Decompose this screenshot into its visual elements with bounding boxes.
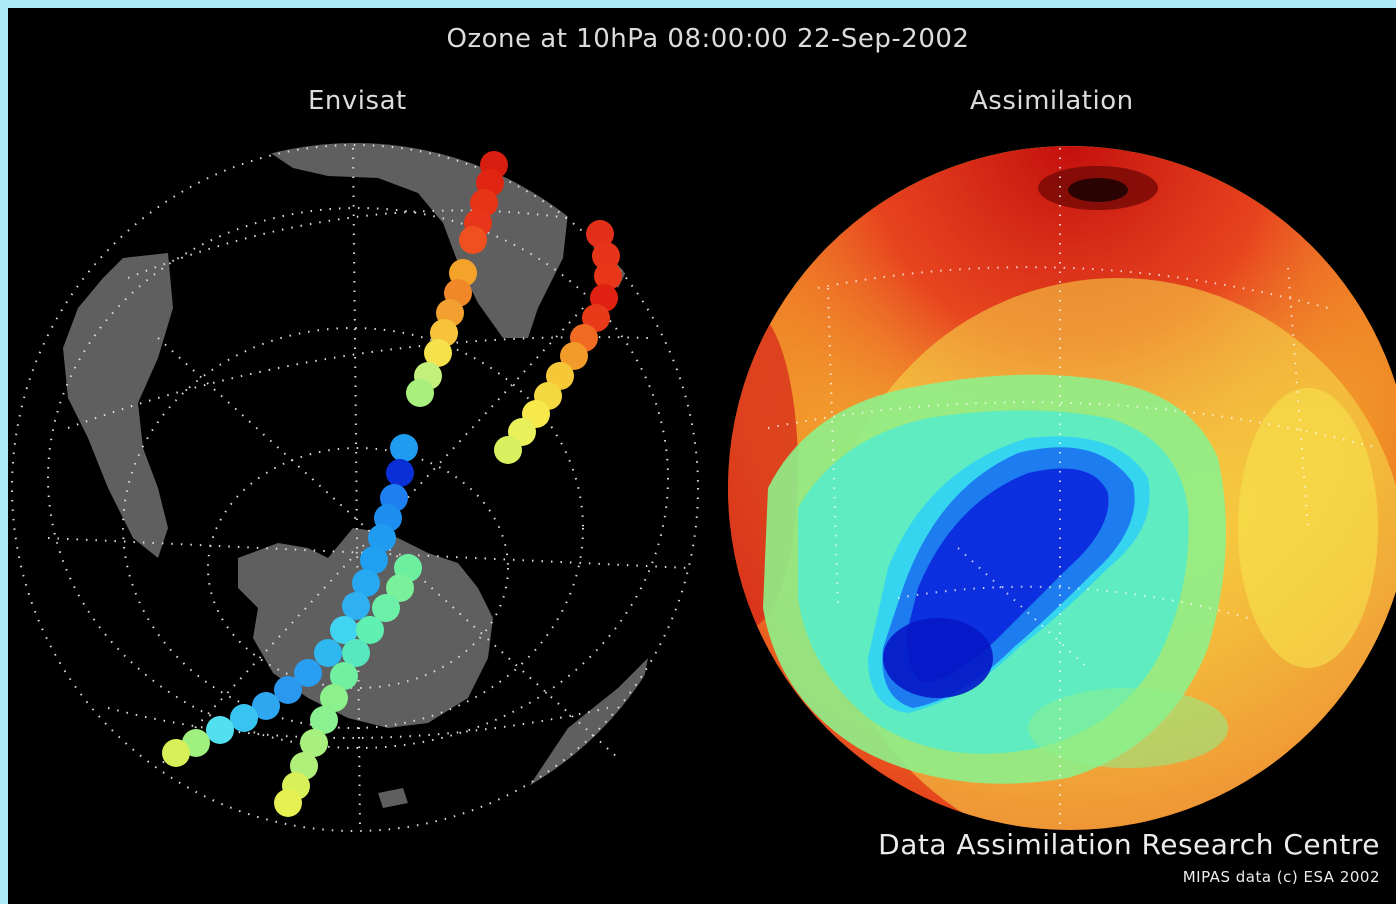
map-canvas	[11, 143, 1396, 832]
copyright-text: MIPAS data (c) ESA 2002	[1182, 868, 1380, 886]
africa-landmass	[263, 143, 568, 338]
islands-landmass	[378, 788, 408, 808]
envisat-panel-title: Envisat	[308, 86, 407, 116]
lat-lon-grid	[11, 144, 699, 832]
australia-landmass	[528, 658, 648, 788]
credit-text: Data Assimilation Research Centre	[878, 828, 1380, 861]
satellite-track-1	[162, 151, 508, 767]
satellite-track-2	[274, 220, 622, 817]
assimilation-globe	[728, 146, 1396, 830]
envisat-globe	[11, 143, 699, 832]
page-title: Ozone at 10hPa 08:00:00 22-Sep-2002	[446, 24, 970, 54]
south-america-landmass	[63, 253, 173, 558]
plot-panel: Ozone at 10hPa 08:00:00 22-Sep-2002 Envi…	[8, 8, 1396, 904]
assimilation-grid	[767, 148, 1379, 828]
landmasses	[63, 143, 648, 808]
assimilation-panel-title: Assimilation	[970, 86, 1134, 116]
